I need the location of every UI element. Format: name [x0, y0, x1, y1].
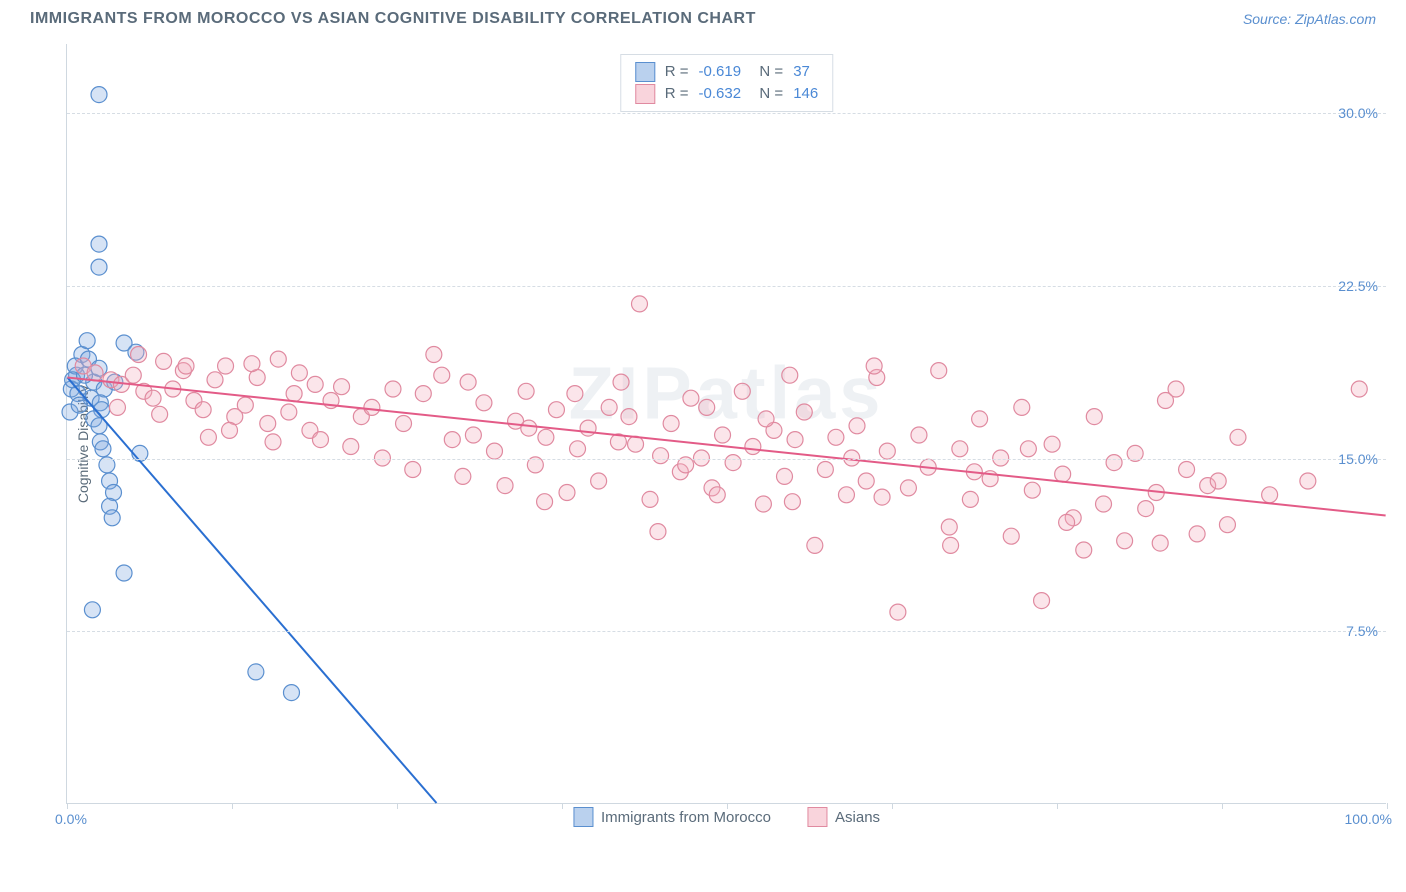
- r-value-1: -0.632: [699, 83, 742, 105]
- legend-label-1: Asians: [835, 809, 880, 826]
- y-tick-label: 7.5%: [1346, 623, 1378, 639]
- y-tick-label: 15.0%: [1338, 451, 1378, 467]
- title-bar: IMMIGRANTS FROM MOROCCO VS ASIAN COGNITI…: [10, 10, 1396, 34]
- grid-line: [67, 459, 1386, 460]
- swatch-series-1-bottom: [807, 807, 827, 827]
- swatch-series-1: [635, 84, 655, 104]
- grid-line: [67, 631, 1386, 632]
- scatter-points-layer: [67, 44, 1386, 803]
- grid-line: [67, 286, 1386, 287]
- x-tick: [67, 803, 68, 809]
- series-legend: Immigrants from Morocco Asians: [573, 807, 880, 827]
- y-tick-label: 30.0%: [1338, 105, 1378, 121]
- x-tick: [1387, 803, 1388, 809]
- x-tick: [232, 803, 233, 809]
- swatch-series-0-bottom: [573, 807, 593, 827]
- x-tick: [562, 803, 563, 809]
- watermark: ZIPatlas: [569, 351, 885, 436]
- correlation-legend: R = -0.619 N = 37 R = -0.632 N = 146: [620, 54, 833, 112]
- plot-area: ZIPatlas R = -0.619 N = 37 R = -0.632 N …: [66, 44, 1386, 804]
- grid-line: [67, 113, 1386, 114]
- swatch-series-0: [635, 62, 655, 82]
- n-value-1: 146: [793, 83, 818, 105]
- legend-row-series-0: R = -0.619 N = 37: [635, 61, 818, 83]
- x-max-label: 100.0%: [1345, 811, 1392, 827]
- chart-title: IMMIGRANTS FROM MOROCCO VS ASIAN COGNITI…: [30, 10, 756, 28]
- legend-item-series-1: Asians: [807, 807, 880, 827]
- source-link[interactable]: Source: ZipAtlas.com: [1243, 11, 1376, 27]
- x-tick: [1057, 803, 1058, 809]
- x-tick: [397, 803, 398, 809]
- x-tick: [727, 803, 728, 809]
- x-tick: [1222, 803, 1223, 809]
- trend-lines-layer: [67, 44, 1386, 803]
- x-origin-label: 0.0%: [55, 811, 87, 827]
- x-tick: [892, 803, 893, 809]
- chart-container: Cognitive Disability ZIPatlas R = -0.619…: [28, 34, 1394, 854]
- legend-item-series-0: Immigrants from Morocco: [573, 807, 771, 827]
- n-value-0: 37: [793, 61, 810, 83]
- legend-row-series-1: R = -0.632 N = 146: [635, 83, 818, 105]
- legend-label-0: Immigrants from Morocco: [601, 809, 771, 826]
- n-label: N =: [751, 83, 783, 105]
- r-label: R =: [665, 61, 689, 83]
- r-label: R =: [665, 83, 689, 105]
- r-value-0: -0.619: [699, 61, 742, 83]
- n-label: N =: [751, 61, 783, 83]
- y-tick-label: 22.5%: [1338, 278, 1378, 294]
